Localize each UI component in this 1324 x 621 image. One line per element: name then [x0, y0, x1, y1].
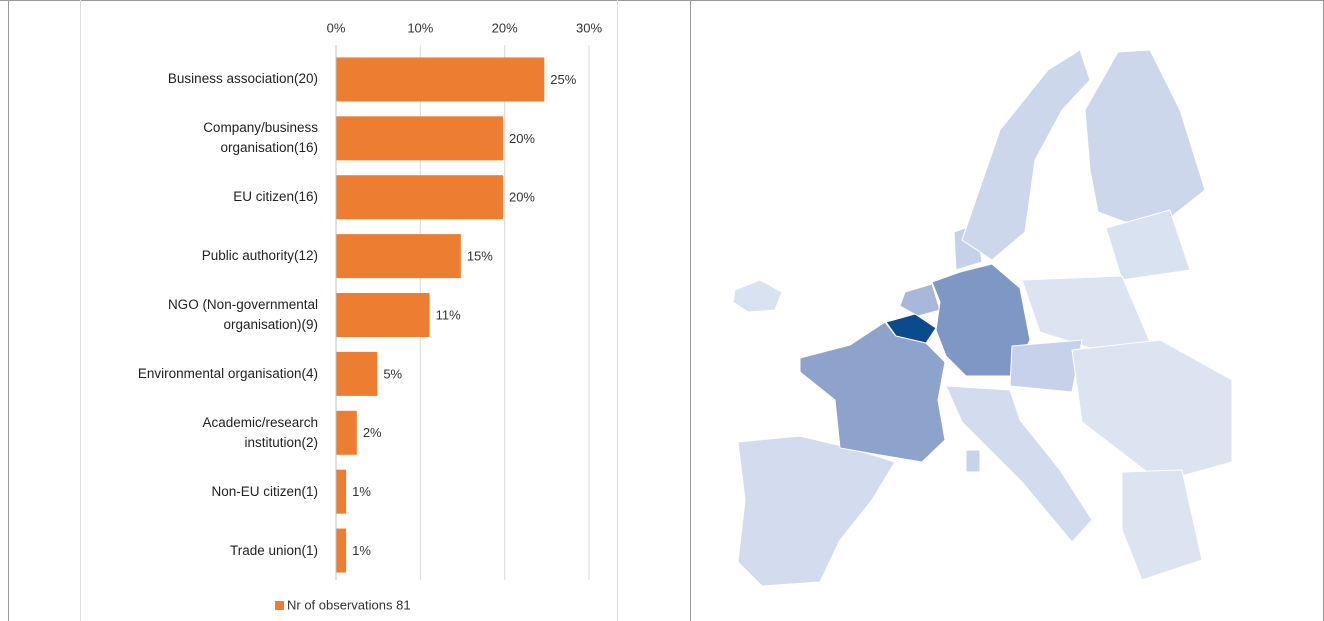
- x-tick-label: 20%: [492, 20, 518, 35]
- y-tick-label: Environmental organisation(4): [137, 365, 318, 381]
- country: [899, 283, 941, 317]
- bar: [336, 351, 378, 396]
- bar: [336, 410, 357, 455]
- country: [1009, 339, 1083, 393]
- map: [732, 49, 1233, 587]
- bar: [336, 116, 503, 161]
- value-label: 15%: [467, 249, 493, 264]
- y-tick-label: Business association(20): [167, 71, 318, 87]
- value-label: 11%: [436, 307, 461, 322]
- country: [1071, 339, 1233, 483]
- legend-label: Nr of observations 81: [287, 597, 411, 612]
- country: [732, 279, 783, 313]
- country: [961, 49, 1091, 261]
- country: [799, 321, 946, 463]
- value-label: 20%: [509, 131, 535, 146]
- y-tick-label: Non-EU citizen(1): [211, 483, 318, 499]
- y-tick-label: NGO (Non-governmental organisation)(9): [167, 297, 318, 332]
- y-tick-label: Trade union(1): [229, 542, 318, 558]
- value-label: 1%: [352, 543, 371, 558]
- y-tick-label: Company/business organisation(16): [203, 120, 318, 156]
- legend-swatch: [275, 601, 284, 610]
- bar: [336, 57, 545, 102]
- bar: [336, 175, 503, 220]
- country: [945, 385, 1093, 543]
- y-tick-label: Academic/research institution(2): [202, 414, 318, 450]
- x-tick-label: 10%: [407, 20, 433, 35]
- bar: [336, 528, 347, 573]
- value-label: 20%: [509, 190, 535, 205]
- value-label: 25%: [550, 72, 576, 87]
- value-label: 5%: [383, 366, 402, 381]
- y-tick-label: EU citizen(16): [233, 189, 318, 205]
- country: [885, 313, 937, 344]
- x-tick-label: 30%: [576, 20, 602, 35]
- y-tick-label: Public authority(12): [201, 248, 318, 264]
- country: [1121, 469, 1203, 581]
- bar: [336, 293, 430, 337]
- country: [1021, 275, 1151, 349]
- country: [1105, 209, 1191, 281]
- bar: [336, 469, 347, 514]
- value-label: 2%: [363, 425, 382, 440]
- bar: [336, 234, 461, 279]
- country: [1084, 49, 1206, 233]
- x-tick-label: 0%: [327, 20, 346, 35]
- value-label: 1%: [352, 484, 371, 499]
- country: [965, 449, 981, 473]
- country: [737, 435, 896, 587]
